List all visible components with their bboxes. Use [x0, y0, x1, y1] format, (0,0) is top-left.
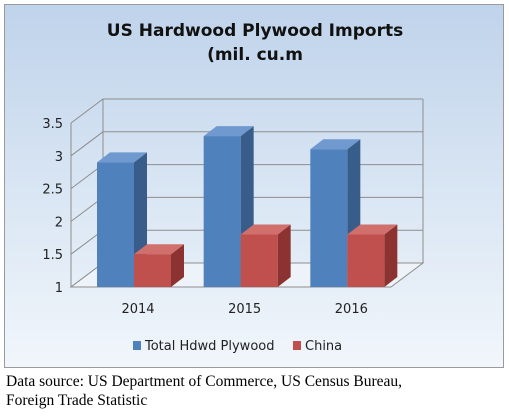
bar-front	[97, 162, 134, 287]
bar-top	[310, 139, 361, 150]
chart-frame: 1 1.5 2 2.5 3 3.5 2014 2015 2016 Total Hdwd Plywo…	[4, 4, 504, 368]
gridline	[70, 98, 423, 124]
bar-side	[277, 224, 291, 287]
x-tick-label: 2015	[228, 302, 261, 317]
chart-title-line-1: US Hardwood Plywood Imports	[106, 21, 404, 41]
bar-top	[134, 244, 184, 255]
source-note-line-2: Foreign Trade Statistic	[6, 392, 148, 409]
legend-swatch	[293, 341, 301, 350]
source-note: Data source: US Department of Commerce, …	[6, 372, 506, 410]
x-tick-label: 2016	[335, 302, 368, 317]
legend-swatch	[133, 341, 141, 350]
x-tick-label: 2014	[121, 302, 154, 317]
bar-front	[347, 234, 385, 287]
bar-top	[97, 152, 147, 163]
bar-top	[347, 224, 398, 235]
bar-side	[384, 224, 398, 287]
bar-front	[134, 254, 171, 287]
y-tick-label: 2.5	[42, 183, 63, 198]
y-tick-label: 2	[55, 215, 63, 230]
chart-title: US Hardwood Plywood Imports (mil. cu.m	[5, 19, 505, 67]
y-tick-label: 1.5	[42, 248, 63, 263]
bar-side	[171, 244, 184, 287]
bar-front	[240, 234, 278, 287]
source-note-line-1: Data source: US Department of Commerce, …	[6, 373, 403, 390]
y-tick-label: 3	[55, 150, 63, 165]
bar-front	[203, 136, 241, 287]
bar-top	[203, 126, 254, 137]
bar-front	[310, 149, 348, 287]
legend-label: Total Hdwd Plywood	[144, 339, 274, 354]
legend-label: China	[305, 339, 342, 354]
y-tick-label: 3.5	[42, 117, 63, 132]
chart-svg: 1 1.5 2 2.5 3 3.5 2014 2015 2016 Total Hdwd Plywo…	[42, 98, 425, 354]
bar-top	[240, 224, 291, 235]
y-tick-label: 1	[55, 281, 63, 296]
chart-title-line-2: (mil. cu.m	[207, 45, 303, 65]
